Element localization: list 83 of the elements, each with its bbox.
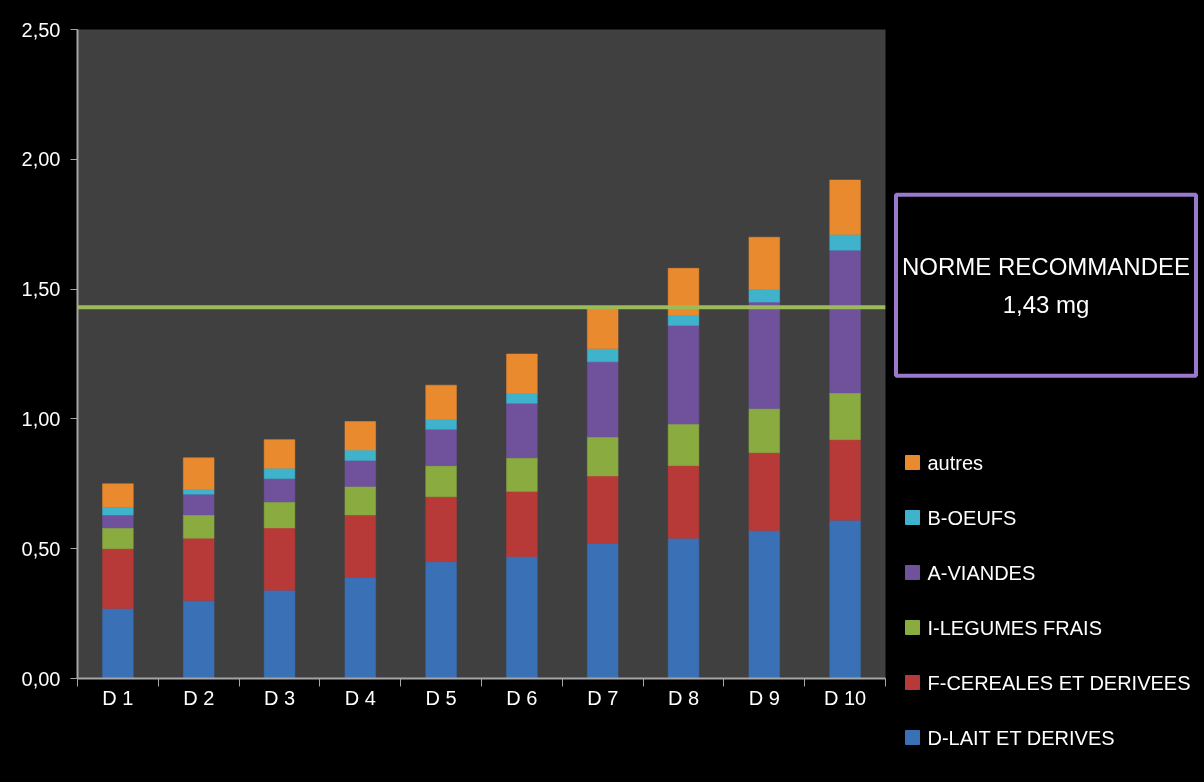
x-tick-label: D 4 xyxy=(344,686,376,709)
bar xyxy=(263,527,296,591)
bar xyxy=(425,418,457,430)
bar xyxy=(102,608,134,679)
bar xyxy=(263,439,296,469)
y-tick-label: 1,50 xyxy=(21,278,61,301)
ref-line-label: NORME RECOMMANDEE 1,43 mg xyxy=(901,252,1191,318)
bar xyxy=(425,384,457,420)
bar xyxy=(344,460,376,487)
x-tick-label: D 2 xyxy=(183,686,215,709)
bar xyxy=(748,530,780,679)
bar xyxy=(425,561,457,679)
bar xyxy=(425,465,457,498)
bar xyxy=(667,325,700,425)
bar xyxy=(748,452,780,531)
y-tick-label: 2,50 xyxy=(21,18,61,41)
bar xyxy=(829,234,861,251)
bar xyxy=(587,361,619,438)
y-tick-label: 1,00 xyxy=(21,407,61,430)
bar xyxy=(263,501,296,529)
bar xyxy=(344,421,376,451)
bar xyxy=(506,457,538,492)
y-tick-label: 0,50 xyxy=(21,537,61,560)
x-tick-label: D 8 xyxy=(667,686,700,709)
bar xyxy=(587,543,619,679)
bar xyxy=(344,514,376,578)
bar xyxy=(587,348,619,363)
bar xyxy=(183,488,215,495)
bar xyxy=(667,268,700,316)
bar xyxy=(667,314,700,326)
bar xyxy=(667,465,700,539)
bar xyxy=(506,353,538,394)
bar xyxy=(748,236,780,290)
bar xyxy=(829,249,861,394)
bar xyxy=(506,491,538,557)
bar xyxy=(748,288,780,303)
bar xyxy=(263,467,296,479)
bar xyxy=(748,408,780,453)
legend-label: I-LEGUMES FRAIS xyxy=(927,616,1102,639)
bar xyxy=(748,301,780,409)
bar xyxy=(587,475,619,544)
bar xyxy=(587,436,619,477)
legend-label: D-LAIT ET DERIVES xyxy=(927,726,1115,749)
bar xyxy=(183,600,215,679)
bar xyxy=(506,403,538,459)
bar xyxy=(587,307,619,350)
legend-label: A-VIANDES xyxy=(927,561,1036,584)
bar xyxy=(102,514,134,529)
bar xyxy=(344,486,376,516)
bar xyxy=(506,392,538,404)
bar xyxy=(102,506,134,516)
bar xyxy=(263,478,296,503)
y-tick-label: 2,00 xyxy=(21,148,61,171)
bar xyxy=(263,589,296,679)
x-tick-label: D 6 xyxy=(506,686,538,709)
bar xyxy=(102,527,134,549)
x-tick-label: D 3 xyxy=(263,686,296,709)
y-tick-label: 0,00 xyxy=(21,667,61,690)
legend-label: B-OEUFS xyxy=(927,506,1017,529)
x-tick-label: D 9 xyxy=(748,686,780,709)
bar xyxy=(506,556,538,679)
bar xyxy=(344,449,376,461)
bar xyxy=(667,538,700,679)
bar xyxy=(829,519,861,679)
bar xyxy=(425,496,457,562)
x-tick-label: D 7 xyxy=(587,686,619,709)
bar xyxy=(183,538,215,601)
bar xyxy=(829,392,861,440)
x-tick-label: D 10 xyxy=(823,686,867,709)
bar xyxy=(183,493,215,516)
bar xyxy=(829,179,861,235)
x-tick-label: D 5 xyxy=(425,686,457,709)
bar xyxy=(829,439,861,521)
bar xyxy=(425,429,457,466)
bar xyxy=(102,548,134,609)
bar xyxy=(183,514,215,539)
legend-label: F-CEREALES ET DERIVEES xyxy=(927,671,1191,694)
bar xyxy=(344,577,376,679)
bar xyxy=(102,483,134,508)
x-tick-label: D 1 xyxy=(102,686,134,709)
legend-label: autres xyxy=(927,451,984,474)
bar xyxy=(183,457,215,490)
bar xyxy=(667,423,700,466)
